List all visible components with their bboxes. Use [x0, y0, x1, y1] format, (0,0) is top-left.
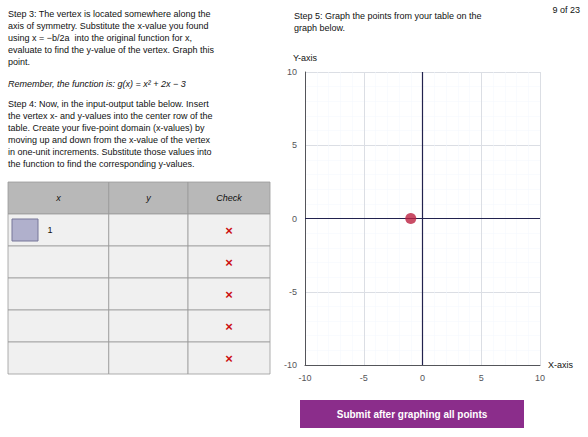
svg-text:1: 1	[47, 225, 52, 235]
svg-text:×: ×	[225, 255, 233, 270]
svg-text:Step 5: Graph the points from: Step 5: Graph the points from your table…	[294, 11, 482, 21]
svg-text:×: ×	[225, 287, 233, 302]
svg-text:Submit after graphing all poin: Submit after graphing all points	[337, 409, 488, 420]
svg-text:10: 10	[287, 67, 297, 77]
svg-text:5: 5	[479, 373, 484, 383]
svg-text:×: ×	[225, 319, 233, 334]
svg-text:Y-axis: Y-axis	[293, 53, 318, 63]
svg-text:table. Create your five-point: table. Create your five-point domain (x-…	[8, 123, 205, 133]
svg-text:0: 0	[420, 373, 425, 383]
svg-text:-5: -5	[360, 373, 368, 383]
svg-text:5: 5	[292, 140, 297, 150]
svg-text:x: x	[55, 193, 61, 203]
svg-text:Step 4: Now, in the input-outp: Step 4: Now, in the input-output table b…	[8, 99, 209, 109]
svg-text:9 of 23: 9 of 23	[552, 5, 580, 15]
svg-text:Remember, the function is: g(x: Remember, the function is: g(x) = x² + 2…	[8, 79, 186, 89]
svg-text:axis of symmetry. Substitute t: axis of symmetry. Substitute the x-value…	[8, 21, 208, 31]
svg-text:the vertex x- and y-values int: the vertex x- and y-values into the cent…	[8, 111, 213, 121]
svg-text:Check: Check	[216, 193, 242, 203]
svg-text:×: ×	[225, 223, 233, 238]
svg-text:the function to find the corre: the function to find the corresponding y…	[8, 159, 195, 169]
svg-text:X-axis: X-axis	[548, 360, 574, 370]
svg-text:in one-unit increments. Substi: in one-unit increments. Substitute those…	[8, 147, 212, 157]
svg-text:-10: -10	[298, 373, 311, 383]
svg-text:y: y	[145, 193, 151, 203]
svg-text:×: ×	[225, 351, 233, 366]
svg-text:10: 10	[535, 373, 545, 383]
svg-text:-5: -5	[289, 287, 297, 297]
svg-text:graph below.: graph below.	[294, 23, 345, 33]
svg-text:0: 0	[292, 214, 297, 224]
svg-text:evaluate to find the y-value o: evaluate to find the y-value of the vert…	[8, 45, 215, 55]
svg-text:-10: -10	[284, 360, 297, 370]
svg-text:point.: point.	[8, 57, 30, 67]
svg-text:Step 3: The vertex is located: Step 3: The vertex is located somewhere …	[8, 9, 210, 19]
svg-text:using x = −b/2a into the orig: using x = −b/2a into the original functi…	[8, 33, 192, 43]
svg-text:moving up and down from the x-: moving up and down from the x-value of t…	[8, 135, 211, 145]
